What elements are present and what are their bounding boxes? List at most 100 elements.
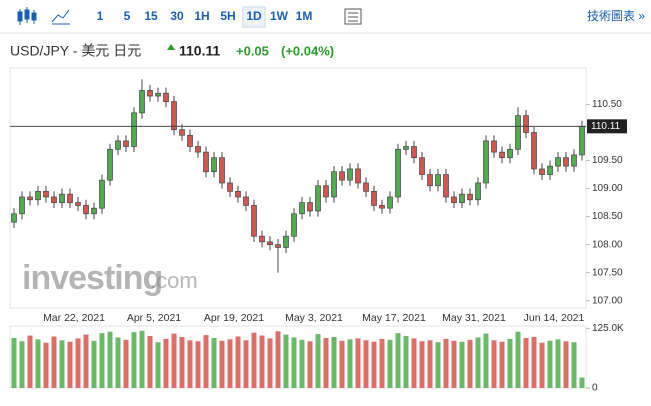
- volume-bar: [531, 336, 537, 388]
- volume-bar: [355, 338, 361, 388]
- x-tick-label: May 17, 2021: [362, 312, 426, 324]
- candle-body: [11, 213, 17, 223]
- candle-body: [427, 174, 433, 187]
- volume-bar: [267, 338, 273, 388]
- volume-bar: [427, 340, 433, 388]
- candle-body: [531, 132, 537, 170]
- candle-body: [163, 92, 169, 102]
- volume-bar: [371, 341, 377, 388]
- volume-bar: [147, 336, 153, 388]
- volume-bar: [179, 336, 185, 388]
- candle-body: [123, 140, 129, 147]
- x-tick-label: May 3, 2021: [285, 312, 343, 324]
- candle-body: [99, 179, 105, 209]
- volume-bar: [515, 331, 521, 388]
- candle-body: [363, 182, 369, 192]
- candle-body: [451, 196, 457, 203]
- watermark-suffix: .com: [150, 268, 198, 293]
- candle-body: [339, 171, 345, 181]
- candle-body: [203, 151, 209, 173]
- volume-bar: [107, 331, 113, 388]
- volume-bar: [27, 335, 33, 388]
- up-arrow: [167, 44, 175, 50]
- line-icon[interactable]: [51, 9, 70, 25]
- volume-bar: [571, 342, 577, 388]
- interval-button[interactable]: 5H: [220, 9, 235, 23]
- candle-body: [35, 191, 41, 201]
- volume-bar: [579, 377, 585, 388]
- volume-bar: [155, 342, 161, 388]
- candle-body: [155, 92, 161, 97]
- interval-button[interactable]: 1D: [246, 9, 262, 23]
- candle-body: [323, 185, 329, 198]
- volume-bar: [11, 337, 17, 388]
- y-tick-label: 107.50: [592, 267, 623, 278]
- candle-body: [275, 244, 281, 248]
- volume-bar: [35, 339, 41, 388]
- volume-bar: [235, 336, 241, 388]
- candle-body: [83, 205, 89, 215]
- candle-body: [67, 193, 73, 203]
- candle-body: [515, 115, 521, 150]
- candle-body: [499, 151, 505, 159]
- volume-bar: [507, 338, 513, 388]
- candle-body: [523, 115, 529, 133]
- candle-body: [571, 154, 577, 167]
- interval-button[interactable]: 1W: [270, 9, 289, 23]
- candle-body: [235, 191, 241, 198]
- candle-body: [171, 101, 177, 131]
- volume-bar: [299, 339, 305, 388]
- candle-body: [187, 134, 193, 147]
- candle-body: [291, 213, 297, 237]
- doc-icon[interactable]: [344, 8, 362, 25]
- volume-bar: [75, 338, 81, 388]
- candle-body: [43, 191, 49, 198]
- candle-body: [227, 182, 233, 192]
- candle-body: [507, 148, 513, 159]
- candle-body: [267, 241, 273, 245]
- volume-bar: [315, 334, 321, 388]
- volume-bar: [411, 338, 417, 388]
- volume-bar: [83, 334, 89, 388]
- candle-body: [307, 202, 313, 212]
- interval-button[interactable]: 30: [170, 9, 184, 23]
- technical-chart-link[interactable]: 技術圖表 »: [587, 9, 645, 23]
- volume-bar: [459, 341, 465, 388]
- volume-tick-label: 125.0K: [592, 323, 624, 334]
- x-tick-label: Apr 19, 2021: [204, 312, 264, 324]
- interval-button[interactable]: 5: [124, 9, 131, 23]
- interval-button[interactable]: 1: [97, 9, 104, 23]
- candle-body: [179, 129, 185, 136]
- candle-body: [403, 146, 409, 150]
- price: 110.11: [179, 43, 220, 59]
- volume-bar: [339, 340, 345, 388]
- volume-bar: [163, 338, 169, 388]
- interval-button[interactable]: 1M: [296, 9, 313, 23]
- selected-interval: [242, 6, 266, 28]
- candle-icon[interactable]: [17, 7, 37, 25]
- volume-bar: [139, 330, 145, 388]
- candle-body: [395, 148, 401, 198]
- candle-body: [107, 148, 113, 181]
- x-tick-label: Apr 5, 2021: [127, 312, 181, 324]
- volume-bar: [99, 333, 105, 388]
- volume-bar: [123, 339, 129, 388]
- candle-body: [211, 157, 217, 173]
- interval-button[interactable]: 1H: [194, 9, 209, 23]
- candle-body: [27, 196, 33, 201]
- candle-body: [435, 174, 441, 187]
- volume-bar: [283, 334, 289, 388]
- candle-body: [347, 168, 353, 181]
- candle-body: [379, 205, 385, 209]
- candle-body: [283, 235, 289, 248]
- candle-body: [371, 191, 377, 206]
- volume-bar: [435, 342, 441, 388]
- volume-tick-label: 0: [592, 383, 598, 394]
- y-tick-label: 107.00: [592, 295, 623, 306]
- candle-body: [579, 125, 585, 156]
- interval-button[interactable]: 15: [144, 9, 158, 23]
- volume-bar: [331, 336, 337, 388]
- volume-bar: [171, 333, 177, 388]
- volume-bar: [243, 340, 249, 388]
